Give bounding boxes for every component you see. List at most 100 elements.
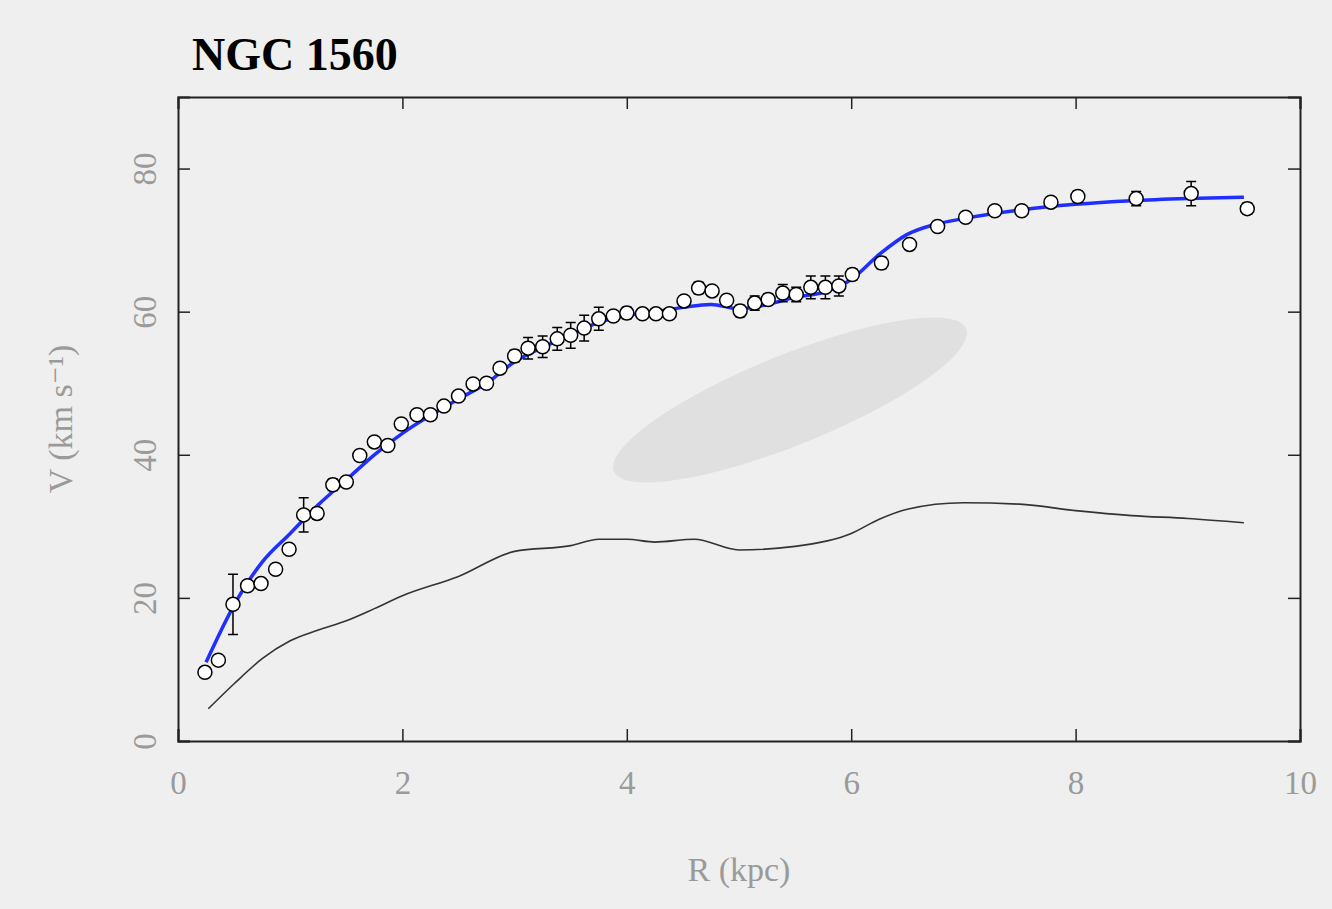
tick: 20 xyxy=(127,582,190,615)
tick-label: 10 xyxy=(1284,765,1317,801)
point xyxy=(748,296,762,310)
point xyxy=(832,279,846,293)
point xyxy=(903,237,917,251)
axis: 0 2 4 6 8 10 xyxy=(170,729,1317,801)
point xyxy=(1015,204,1029,218)
axis-line xyxy=(179,729,1301,742)
tick xyxy=(1288,741,1300,742)
tick-label: 2 xyxy=(395,765,412,801)
tick: 0 xyxy=(127,733,190,750)
point xyxy=(1129,192,1143,206)
point xyxy=(254,577,268,591)
point xyxy=(720,293,734,307)
point xyxy=(508,349,522,363)
point xyxy=(437,399,451,413)
galaxy-glow xyxy=(597,287,983,513)
point xyxy=(241,579,255,593)
point xyxy=(705,284,719,298)
tick: 6 xyxy=(843,729,860,801)
tick-label: 40 xyxy=(127,439,163,472)
x-axis-title: R (kpc) xyxy=(688,851,791,889)
title: NGC 1560 xyxy=(192,29,398,80)
tick-mark xyxy=(402,97,404,109)
point xyxy=(577,321,591,335)
tick xyxy=(1288,312,1300,313)
tick-mark xyxy=(178,455,190,457)
point xyxy=(662,307,676,321)
point xyxy=(845,267,859,281)
tick: 40 xyxy=(127,439,190,472)
point xyxy=(536,340,550,354)
point xyxy=(480,376,494,390)
tick xyxy=(1288,455,1300,456)
line xyxy=(208,503,1244,709)
tick-mark xyxy=(627,729,629,741)
chart: 0 2 4 6 8 10 0 20 40 60 80 NGC 1560 R (kpc) V (km s⁻¹… xyxy=(0,0,1332,909)
point xyxy=(466,377,480,391)
point xyxy=(1071,189,1085,203)
tick: 80 xyxy=(127,153,190,186)
point xyxy=(423,408,437,422)
axis-line xyxy=(179,98,1301,110)
tick-mark xyxy=(178,741,190,743)
point xyxy=(310,506,324,520)
y-axis-title: V (km s⁻¹) xyxy=(42,345,80,493)
point xyxy=(339,475,353,489)
tick-label: 8 xyxy=(1068,765,1085,801)
tick-mark xyxy=(851,97,853,109)
point xyxy=(818,280,832,294)
point xyxy=(636,307,650,321)
tick-label: 0 xyxy=(170,765,187,801)
point xyxy=(804,280,818,294)
tick-label: 4 xyxy=(619,765,636,801)
axis: 0 20 40 60 80 xyxy=(127,98,190,750)
point xyxy=(733,304,747,318)
point xyxy=(381,438,395,452)
point xyxy=(326,478,340,492)
axis xyxy=(179,97,1301,109)
point xyxy=(297,508,311,522)
point xyxy=(1240,202,1254,216)
tick-label: 80 xyxy=(127,153,163,186)
point xyxy=(649,307,663,321)
tick-mark xyxy=(1288,168,1300,170)
axis-line xyxy=(1288,98,1301,742)
axis-line xyxy=(179,98,191,742)
error-bars xyxy=(200,181,1252,676)
point xyxy=(211,653,225,667)
tick-label: 60 xyxy=(127,296,163,329)
tick: 8 xyxy=(1068,729,1085,801)
point xyxy=(1184,187,1198,201)
point xyxy=(452,389,466,403)
marks xyxy=(198,181,1254,708)
plot: 0 2 4 6 8 10 0 20 40 60 80 xyxy=(127,97,1317,801)
points xyxy=(198,187,1254,680)
point xyxy=(874,256,888,270)
tick-mark xyxy=(402,729,404,741)
point xyxy=(226,597,240,611)
tick-mark xyxy=(1075,97,1077,109)
tick-mark xyxy=(178,598,190,600)
point xyxy=(620,306,634,320)
tick-mark xyxy=(851,729,853,741)
tick-mark xyxy=(1288,741,1300,743)
tick: 2 xyxy=(395,729,412,801)
point xyxy=(353,448,367,462)
point xyxy=(789,287,803,301)
point xyxy=(521,341,535,355)
point xyxy=(606,309,620,323)
tick xyxy=(851,97,852,109)
point xyxy=(931,220,945,234)
tick: 60 xyxy=(127,296,190,329)
point xyxy=(677,294,691,308)
tick xyxy=(627,97,628,109)
point xyxy=(394,417,408,431)
point xyxy=(282,542,296,556)
axis xyxy=(1288,98,1301,742)
line xyxy=(206,197,1244,662)
tick-mark xyxy=(1288,598,1300,600)
point xyxy=(959,210,973,224)
tick-mark xyxy=(1288,455,1300,457)
tick-label: 6 xyxy=(843,765,860,801)
tick-mark xyxy=(627,97,629,109)
